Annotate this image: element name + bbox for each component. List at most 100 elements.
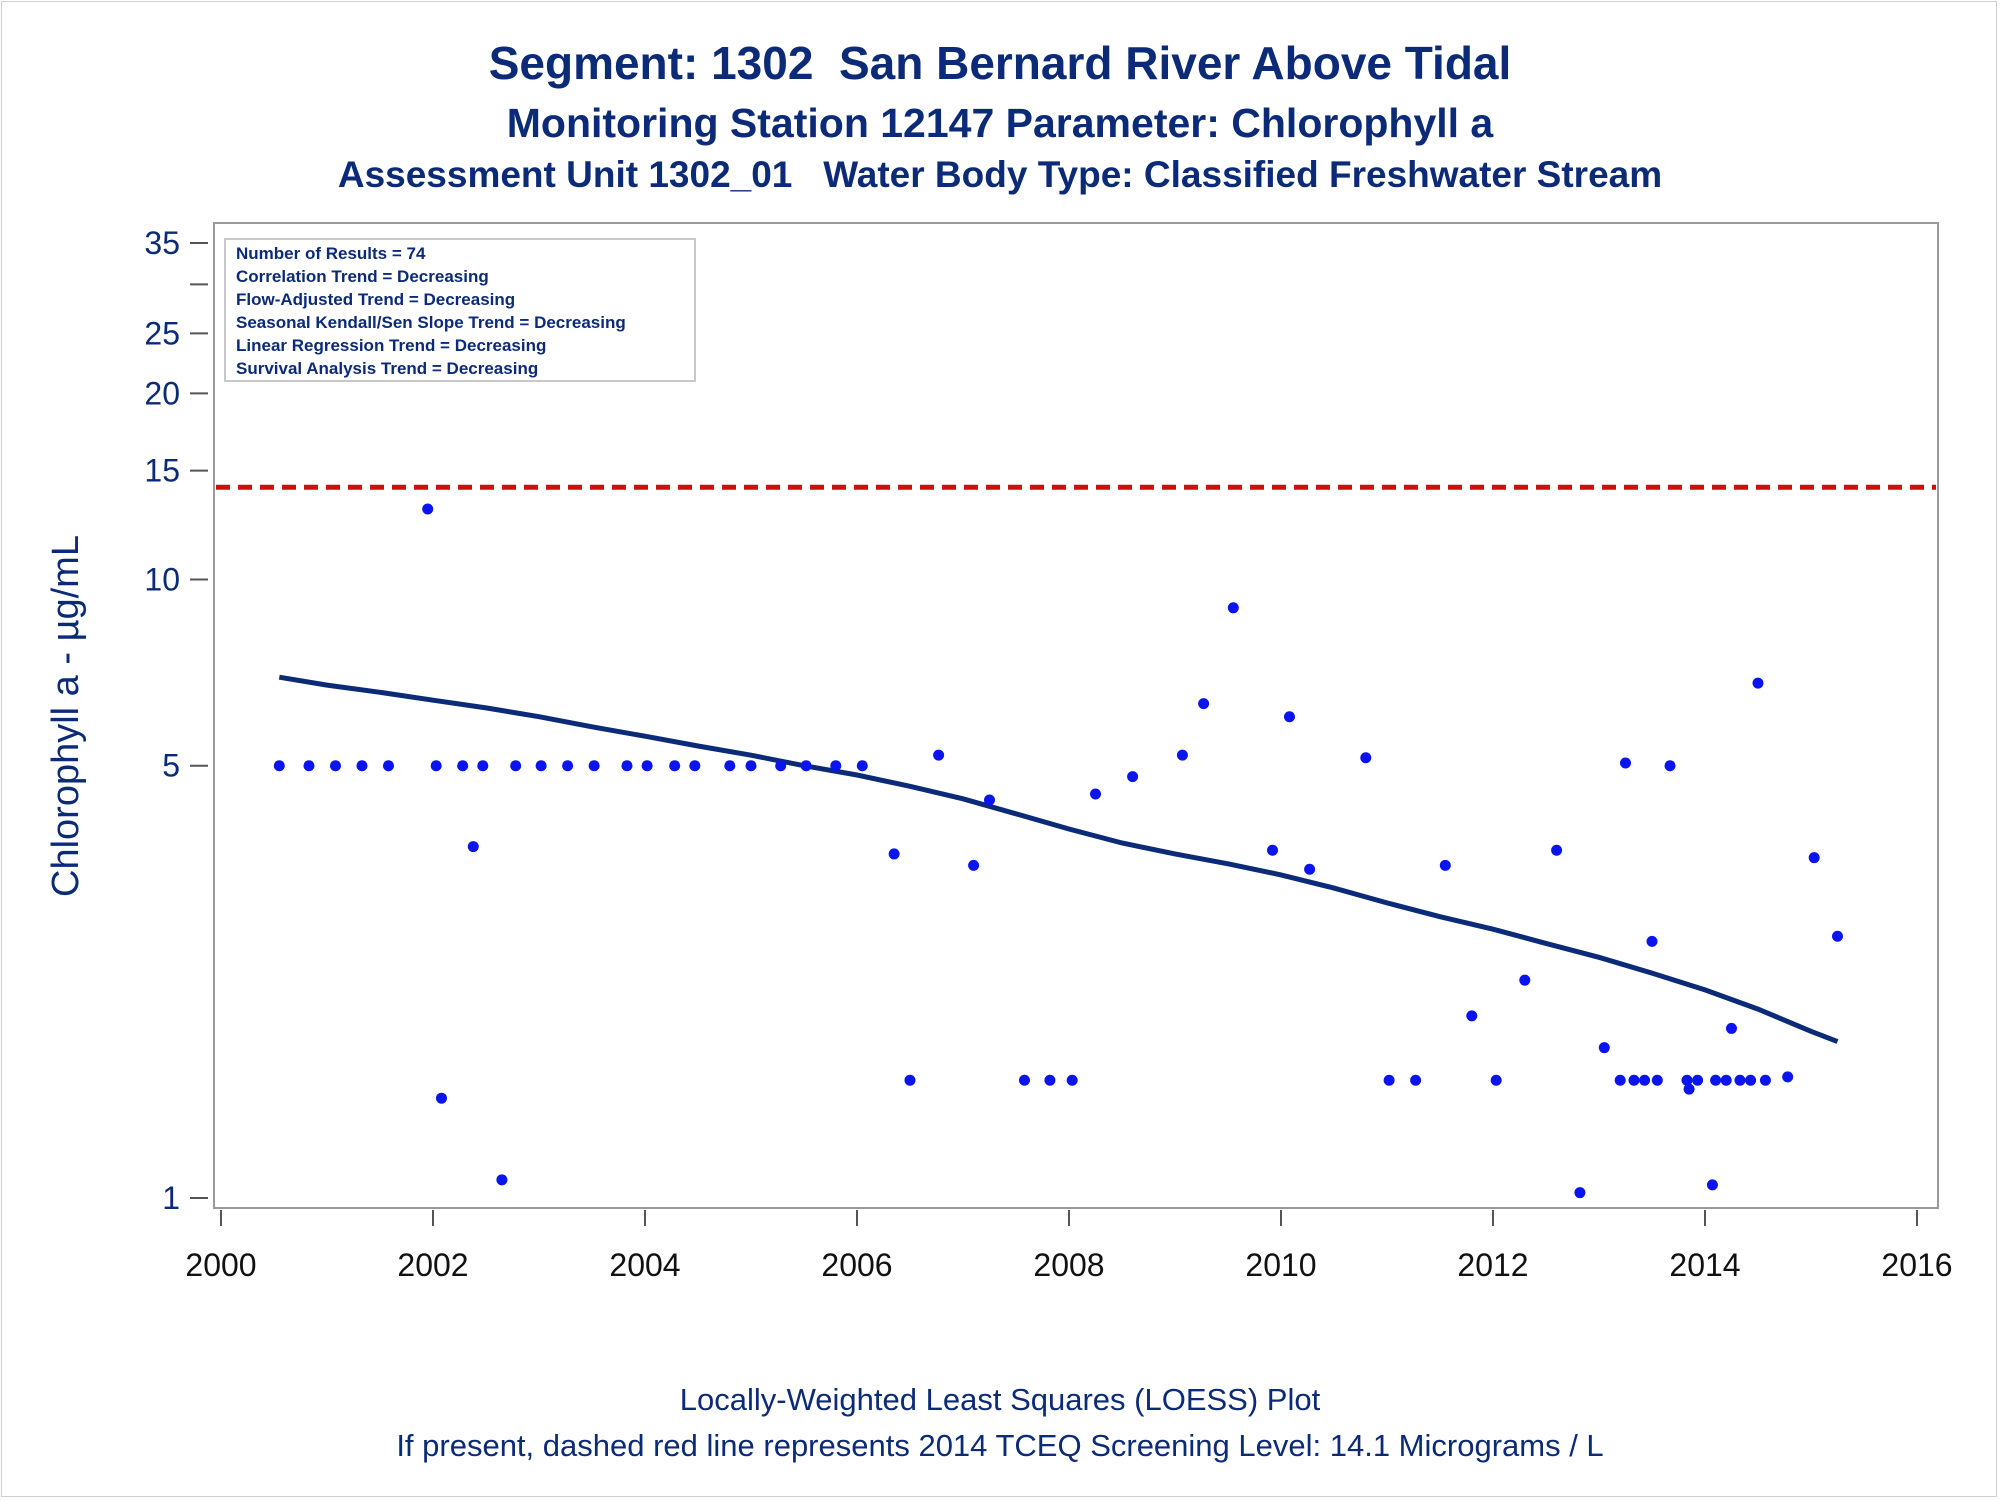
data-point xyxy=(1726,1022,1737,1034)
x-tick-label: 2014 xyxy=(1669,1247,1740,1283)
data-point xyxy=(588,760,600,772)
data-point xyxy=(510,760,522,772)
data-point xyxy=(984,794,995,806)
stats-box-border xyxy=(224,238,696,382)
data-point xyxy=(422,503,434,515)
data-point xyxy=(800,760,812,772)
x-axis: 2000 2002 2004 2006 2008 2010 2012 2014 2016 xyxy=(185,1210,1953,1283)
data-points xyxy=(273,245,1843,1199)
data-point xyxy=(830,760,842,772)
data-point xyxy=(1734,1074,1746,1086)
data-point xyxy=(382,760,394,772)
data-point xyxy=(1692,1074,1704,1086)
data-point xyxy=(1044,1074,1056,1086)
plot-frame xyxy=(213,222,1939,1209)
data-point xyxy=(1745,1074,1757,1086)
data-point xyxy=(724,760,736,772)
data-point xyxy=(1614,1074,1626,1086)
data-point xyxy=(1304,863,1316,875)
data-point xyxy=(1628,1074,1640,1086)
data-point xyxy=(1598,1042,1610,1054)
data-point xyxy=(1681,1074,1693,1086)
x-tick-label: 2010 xyxy=(1245,1247,1316,1283)
data-point xyxy=(669,760,681,772)
data-point xyxy=(775,760,787,772)
data-point xyxy=(467,841,479,853)
x-tick-label: 2004 xyxy=(609,1247,680,1283)
stats-box: Number of Results = 74 Correlation Trend… xyxy=(224,238,696,382)
data-point xyxy=(535,760,547,772)
chart-subtitle-station: Monitoring Station 12147 Parameter: Chlo… xyxy=(506,100,1494,146)
x-tick-label: 2002 xyxy=(397,1247,468,1283)
data-point xyxy=(1574,1187,1586,1199)
data-point xyxy=(689,760,701,772)
data-point xyxy=(1018,1074,1030,1086)
data-point xyxy=(904,1074,916,1086)
data-point xyxy=(1720,1074,1732,1086)
x-tick-label: 2016 xyxy=(1881,1247,1952,1283)
y-tick-label: 35 xyxy=(144,225,180,261)
stats-line-flow-adjusted: Flow-Adjusted Trend = Decreasing xyxy=(236,290,515,309)
stats-line-linear-regression: Linear Regression Trend = Decreasing xyxy=(236,336,546,355)
y-tick-label: 20 xyxy=(144,375,180,411)
data-point xyxy=(1759,1074,1771,1086)
data-point xyxy=(1127,771,1139,783)
x-tick-label: 2000 xyxy=(185,1247,256,1283)
data-point xyxy=(621,760,633,772)
x-tick-label: 2006 xyxy=(821,1247,892,1283)
data-point xyxy=(562,760,574,772)
data-point xyxy=(1198,698,1210,710)
y-axis-title: Chlorophyll a - µg/mL xyxy=(45,535,87,897)
chart-title: Segment: 1302 San Bernard River Above Ti… xyxy=(488,37,1512,89)
y-tick-label: 25 xyxy=(144,315,180,351)
footnote-screening: If present, dashed red line represents 2… xyxy=(396,1428,1604,1463)
data-point xyxy=(1651,1074,1663,1086)
data-point xyxy=(1782,1071,1794,1083)
data-point xyxy=(1410,1074,1422,1086)
data-point xyxy=(329,760,341,772)
data-point xyxy=(1283,711,1295,723)
data-point xyxy=(1227,602,1239,614)
y-tick-label: 5 xyxy=(162,748,180,784)
data-point xyxy=(641,760,653,772)
data-point xyxy=(430,760,442,772)
data-point xyxy=(1383,1074,1395,1086)
data-point xyxy=(477,760,489,772)
data-point xyxy=(356,760,368,772)
data-point xyxy=(303,760,315,772)
data-point xyxy=(1439,859,1451,871)
data-point xyxy=(1176,749,1188,761)
data-point xyxy=(1706,1179,1718,1191)
data-point xyxy=(1066,1074,1078,1086)
data-point xyxy=(1090,788,1101,800)
data-point xyxy=(1519,974,1531,986)
data-point xyxy=(888,848,900,860)
data-point xyxy=(745,760,757,772)
data-point xyxy=(273,760,285,772)
data-point xyxy=(1551,844,1563,856)
data-point xyxy=(856,760,868,772)
data-point xyxy=(1639,1074,1651,1086)
y-tick-label: 1 xyxy=(162,1180,180,1216)
data-point xyxy=(1710,1074,1722,1086)
y-tick-label: 15 xyxy=(144,453,180,489)
data-point xyxy=(1490,1074,1502,1086)
data-point xyxy=(1832,930,1843,942)
loess-trend-line xyxy=(278,674,1839,1044)
x-tick-label: 2012 xyxy=(1457,1247,1528,1283)
stats-line-seasonal-kendall: Seasonal Kendall/Sen Slope Trend = Decre… xyxy=(236,313,626,332)
data-point xyxy=(1620,757,1631,769)
data-point xyxy=(933,749,945,761)
data-point xyxy=(1808,852,1820,864)
data-point xyxy=(1466,1010,1478,1022)
data-point xyxy=(1664,760,1676,772)
footnote-loess: Locally-Weighted Least Squares (LOESS) P… xyxy=(679,1382,1321,1417)
x-tick-label: 2008 xyxy=(1033,1247,1104,1283)
data-point xyxy=(1267,844,1279,856)
data-point xyxy=(1646,935,1658,947)
stats-line-results: Number of Results = 74 xyxy=(236,244,426,263)
data-point xyxy=(1360,752,1372,764)
